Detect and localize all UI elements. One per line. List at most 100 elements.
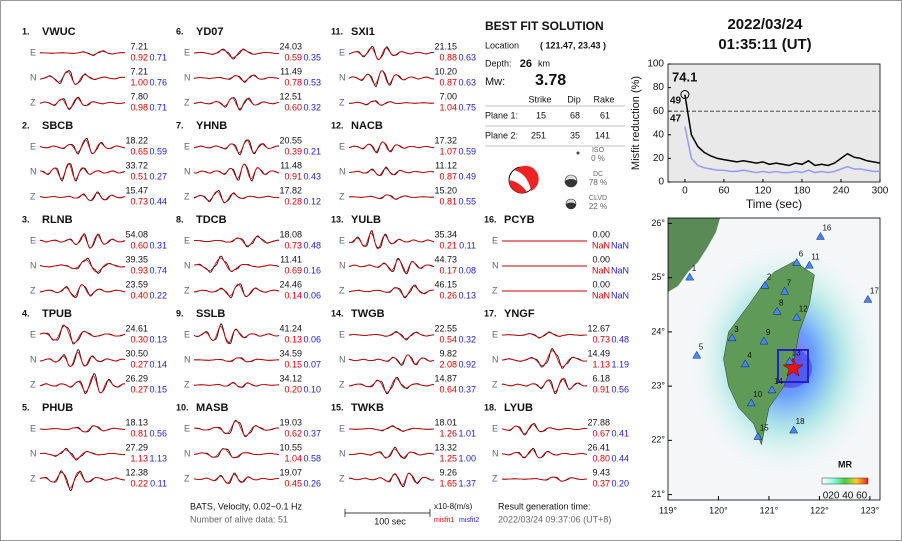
best-marker [680,90,690,100]
synthetic-trace [348,448,435,459]
component-percent: 0 % [591,154,605,163]
misfit1: NaN [592,240,610,250]
synthetic-trace [39,234,126,249]
synthetic-trace [193,74,280,82]
misfit2-legend: misfit2 [459,517,479,524]
amplitude: 24.03 [279,41,302,51]
amplitude: 11.41 [280,254,302,264]
result-time: 2022/03/24 09:37:06 (UT+8) [498,514,611,524]
plane-value: 141 [595,130,610,140]
amplitude: 44.73 [434,254,457,264]
misfit1: 0.20 [284,384,302,394]
misfit2: 0.44 [149,196,167,206]
station-label: 8 [779,298,784,307]
station-marker [692,350,702,359]
synthetic-trace [193,326,280,344]
component: Z [492,379,498,389]
misfit2: 0.06 [303,290,321,300]
amplitude: 18.13 [125,417,148,427]
amplitude: 30.50 [125,348,148,358]
component: N [30,448,37,458]
component: N [184,260,191,270]
map-frame [667,217,881,501]
synthetic-trace [193,257,280,272]
lat-tick-label: 21° [651,489,665,499]
station-name: TDCB [196,214,227,226]
amplitude: 54.08 [125,229,148,239]
amplitude: 7.00 [439,91,457,101]
component: E [492,235,498,245]
y-tick-label: 100 [647,59,664,70]
misfit2: 1.13 [149,453,167,463]
station-label: 4 [747,351,752,360]
station-marker [785,356,795,365]
amplitude: 18.22 [125,135,148,145]
station-name: YD07 [196,26,224,38]
station-name: YULB [351,214,381,226]
misfit2: 1.00 [458,453,476,463]
solution-title: BEST FIT SOLUTION [485,19,604,33]
plane-label: Plane 1: [485,110,518,120]
misfit1: 0.27 [130,359,148,369]
synthetic-trace [39,97,126,109]
misfit1: 0.21 [439,240,457,250]
misfit1: 0.80 [592,453,610,463]
component: E [492,329,498,339]
amplitude: 19.07 [279,467,302,477]
misfit2: 0.49 [458,171,476,181]
amplitude: 17.82 [279,185,302,195]
component: E [492,423,498,433]
amplitude: 34.12 [279,373,302,383]
station-number: 18. [484,402,497,412]
component: Z [339,379,345,389]
misfit1: 0.26 [439,290,457,300]
station-label: 9 [766,328,771,337]
amplitude: 21.15 [434,41,457,51]
component: E [184,423,190,433]
synthetic-trace [348,141,434,152]
synthetic-trace [40,50,126,56]
lat-tick-label: 23° [651,380,665,390]
component-percent: 22 % [589,202,607,211]
misfit1: 0.87 [439,171,457,181]
component: Z [30,285,36,295]
synthetic-trace [193,191,280,203]
misfit1: 0.98 [130,102,148,112]
misfit2: 0.92 [458,359,476,369]
component: E [184,235,190,245]
misfit1: 1.25 [439,453,457,463]
synthetic-trace [39,284,125,298]
component: N [339,448,346,458]
amplitude: 22.55 [434,323,457,333]
component: Z [339,285,345,295]
component: E [184,141,190,151]
station-marker [780,286,790,295]
misfit1: NaN [592,290,610,300]
amplitude: 35.34 [434,229,457,239]
lon-tick-label: 123° [861,505,880,515]
amplitude: 26.29 [125,373,148,383]
misfit2: 0.58 [303,453,321,463]
station-label: 18 [796,417,805,426]
amplitude: 18.01 [434,417,457,427]
misfit1: 1.65 [439,478,457,488]
misfit1: 2.08 [439,359,457,369]
misfit1: 0.92 [130,52,148,62]
component: N [184,72,191,82]
component: E [339,423,345,433]
synthetic-trace [349,167,435,176]
misfit1: 0.81 [439,196,457,206]
mw: 3.78 [535,72,566,89]
synthetic-trace [193,473,280,484]
lat-tick-label: 22° [651,435,665,445]
station-name: NACB [351,120,383,132]
station-marker [767,385,777,394]
synthetic-trace [501,350,588,368]
misfit2: 0.32 [458,334,476,344]
amplitude: 23.59 [125,279,148,289]
station-label: 6 [799,250,804,259]
mainland [668,218,720,292]
misfit1: 0.60 [284,102,302,112]
amplitude: 12.67 [587,323,610,333]
